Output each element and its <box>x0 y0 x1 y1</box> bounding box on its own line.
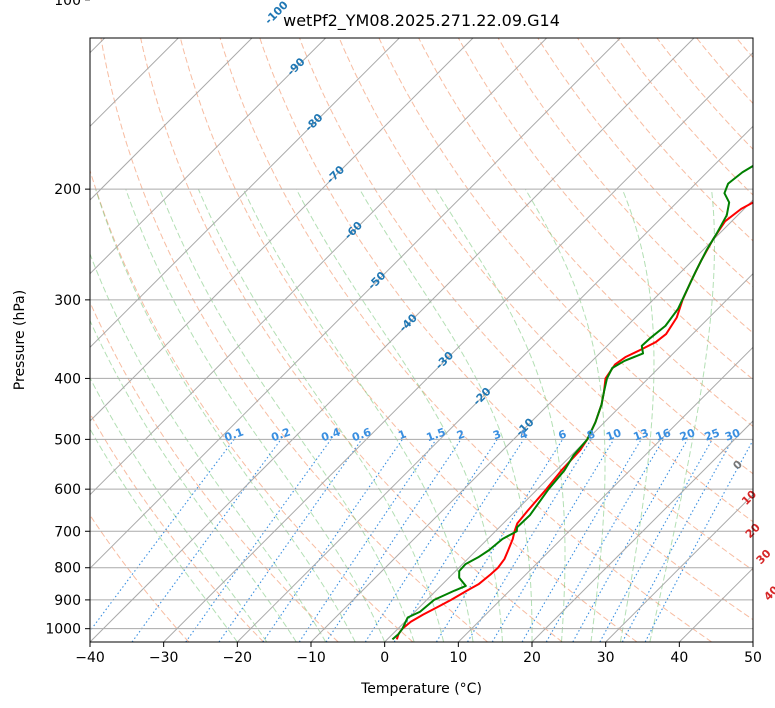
mixing-ratio-label: 16 <box>654 426 673 444</box>
dry-adiabat-line <box>298 38 753 571</box>
dry-adiabat-line <box>457 38 753 381</box>
isotherm-line <box>310 199 753 642</box>
plot-area <box>90 38 753 642</box>
y-tick-label: 800 <box>54 561 81 577</box>
mixing-ratio-label: 4 <box>518 427 530 442</box>
isotherm-line <box>90 38 401 349</box>
mixing-ratio-line <box>545 439 664 642</box>
moist-adiabat-line <box>125 188 386 642</box>
moist-adiabat-line <box>90 427 238 642</box>
y-tick-label: 900 <box>54 593 81 609</box>
mixing-ratio-label: 20 <box>678 426 697 444</box>
mixing-ratio-label: 0.4 <box>319 425 342 444</box>
x-tick-label: −20 <box>223 650 253 666</box>
isotherm-line <box>163 51 753 642</box>
dry-adiabat-line <box>100 38 488 642</box>
mixing-ratio-label: 6 <box>557 427 569 442</box>
y-tick-label: 400 <box>54 371 81 387</box>
moist-adiabat-line <box>295 188 504 642</box>
x-tick-label: −40 <box>75 650 105 666</box>
mixing-ratio-line <box>644 439 753 642</box>
x-tick-label: −10 <box>296 650 326 666</box>
isotherm-line <box>457 346 753 642</box>
profile-series <box>391 164 753 641</box>
moist-adiabat-line <box>90 376 268 642</box>
dry-adiabat-line <box>537 38 753 288</box>
x-axis-title: Temperature (°C) <box>360 681 482 697</box>
isotherm-line <box>531 420 753 642</box>
y-tick-label: 600 <box>54 482 81 498</box>
x-tick-label: 20 <box>523 650 541 666</box>
plot-frame <box>89 37 754 643</box>
mixing-ratio-label: 8 <box>585 427 597 442</box>
y-tick-label: 700 <box>54 524 81 540</box>
y-tick-label: 1000 <box>45 622 81 638</box>
mixing-ratio-label: 10 <box>604 426 623 444</box>
dry-adiabat-line <box>259 38 753 621</box>
dry-adiabat-line <box>90 301 339 642</box>
mixing-ratio-label: 1.5 <box>425 425 448 444</box>
mixing-ratio-line <box>521 439 642 642</box>
x-tick-label: 50 <box>744 650 762 666</box>
y-tick-label: 100 <box>54 0 81 9</box>
mixing-ratio-line <box>599 439 713 642</box>
mixing-ratio-line <box>185 439 332 642</box>
isotherm-line <box>90 38 253 201</box>
mixing-ratio-label: 30 <box>723 426 742 444</box>
dry-adiabat-line <box>378 38 753 475</box>
x-tick-label: 10 <box>449 650 467 666</box>
moist-adiabat-line <box>242 188 474 642</box>
isotherm-line <box>236 125 753 642</box>
dewpoint-profile-line <box>391 164 753 641</box>
x-tick-label: 40 <box>670 650 688 666</box>
mixing-ratio-line <box>298 439 437 642</box>
mixing-ratio-label: 0.6 <box>350 425 373 444</box>
moist-adiabat-line <box>649 189 715 642</box>
dry-adiabat-line <box>179 38 638 642</box>
isotherm-line <box>605 493 753 642</box>
isotherm-line <box>90 38 327 275</box>
moist-adiabat-line <box>90 252 327 642</box>
y-tick-label: 300 <box>54 293 81 309</box>
isotherm-line <box>90 38 180 128</box>
chart-title: wetPf2_YM08.2025.271.22.09.G14 <box>283 11 560 31</box>
mixing-ratio-label: 2 <box>455 427 467 442</box>
mixing-ratio-label: 13 <box>632 426 651 443</box>
mixing-ratio-label: 0.1 <box>223 425 246 444</box>
mixing-ratio-label: 3 <box>491 427 503 442</box>
dry-adiabat-line <box>418 38 753 427</box>
dry-adiabat-line <box>140 38 563 642</box>
mixing-ratio-line <box>262 439 403 642</box>
moist-adiabat-line <box>524 188 606 642</box>
mixing-ratio-label: 25 <box>703 426 722 443</box>
isotherm-line <box>90 38 695 642</box>
mixing-ratio-line <box>621 439 734 642</box>
x-tick-label: 30 <box>597 650 615 666</box>
dry-adiabat-line <box>90 514 190 642</box>
moist-adiabat-line <box>359 188 533 642</box>
mixing-ratio-label: 0.2 <box>269 425 292 444</box>
mixing-ratio-label: 1 <box>396 427 408 442</box>
y-axis-title: Pressure (hPa) <box>12 290 28 390</box>
isotherm-line <box>90 38 622 570</box>
y-tick-label: 500 <box>54 432 81 448</box>
mixing-ratio-line <box>218 439 363 642</box>
x-tick-label: 0 <box>380 650 389 666</box>
isotherm-line <box>90 38 548 496</box>
moist-adiabat-line <box>435 188 566 642</box>
x-tick-label: −30 <box>149 650 179 666</box>
isotherm-line <box>384 272 753 642</box>
isotherm-line <box>90 38 474 422</box>
y-tick-label: 200 <box>54 182 81 198</box>
moist-adiabat-line <box>95 188 356 642</box>
moist-adiabat-line <box>90 319 297 642</box>
mixing-ratio-line <box>435 439 564 642</box>
axes: −40 −30 −20 −10 0 10 20 30 40 50 1000 900 800 700 600 5… <box>45 0 762 666</box>
mixing-ratio-line <box>572 439 689 642</box>
mixing-ratio-line <box>467 439 592 642</box>
dry-adiabat-line <box>90 412 264 642</box>
